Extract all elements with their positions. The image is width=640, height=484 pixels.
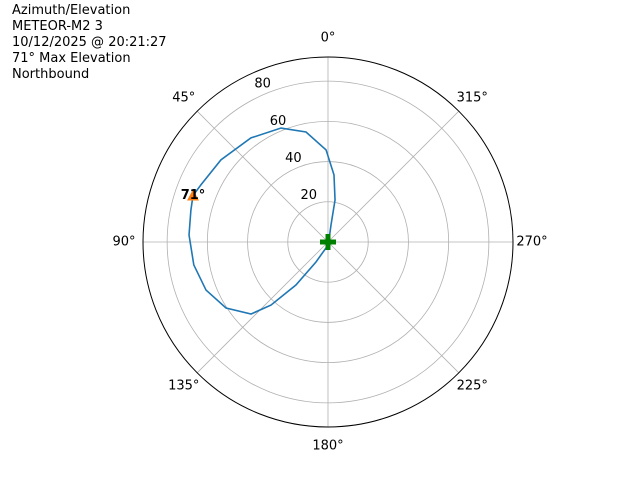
title-line: 71° Max Elevation bbox=[12, 51, 131, 66]
plot-border bbox=[142, 56, 514, 428]
angle-tick-label: 135° bbox=[168, 379, 199, 394]
angle-tick-label: 45° bbox=[172, 90, 195, 105]
radial-tick-label: 20 bbox=[301, 188, 318, 203]
max-elevation-label: 71° bbox=[181, 188, 206, 203]
angular-grid-line bbox=[196, 110, 329, 243]
title-line: 10/12/2025 @ 20:21:27 bbox=[12, 35, 167, 50]
title-line: METEOR-M2 3 bbox=[12, 19, 103, 34]
angle-tick-label: 315° bbox=[457, 90, 488, 105]
angle-tick-label: 270° bbox=[516, 235, 547, 250]
angle-tick-label: 0° bbox=[321, 31, 336, 46]
radial-tick-label: 60 bbox=[270, 114, 287, 129]
angle-tick-label: 90° bbox=[112, 235, 135, 250]
title-line: Northbound bbox=[12, 67, 89, 82]
radial-tick-label: 80 bbox=[254, 77, 271, 92]
angular-grid-line bbox=[327, 241, 460, 374]
angle-tick-label: 180° bbox=[312, 439, 343, 454]
radial-tick-label: 40 bbox=[285, 151, 302, 166]
angular-grid-line bbox=[196, 241, 329, 374]
angular-grid-line bbox=[327, 110, 460, 243]
max-elevation-marker bbox=[187, 189, 200, 201]
title-line: Azimuth/Elevation bbox=[12, 3, 130, 18]
angle-tick-label: 225° bbox=[457, 379, 488, 394]
start-marker bbox=[320, 234, 336, 250]
plot-area: 71° bbox=[181, 127, 336, 315]
